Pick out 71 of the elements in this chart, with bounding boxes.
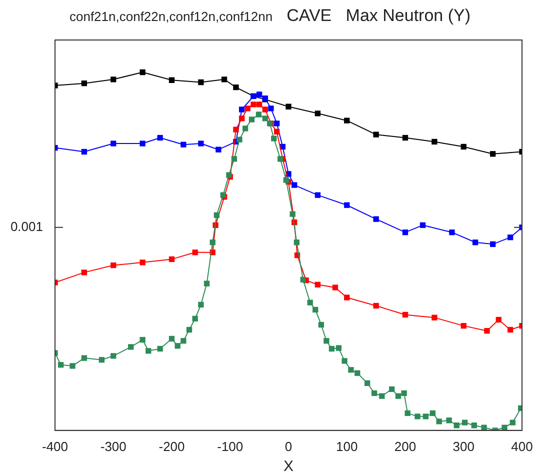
x-tick-label: -300 xyxy=(100,438,126,454)
point xyxy=(432,138,438,145)
point xyxy=(286,104,292,110)
point xyxy=(507,234,514,240)
point xyxy=(332,284,338,290)
point xyxy=(110,262,116,268)
point xyxy=(216,146,222,152)
point xyxy=(460,322,466,329)
x-tick-label: -100 xyxy=(217,438,244,454)
point xyxy=(292,182,298,188)
point xyxy=(460,144,466,150)
x-tick-label: 200 xyxy=(394,438,416,454)
point xyxy=(233,84,239,90)
point xyxy=(198,79,204,86)
point xyxy=(449,230,455,236)
point xyxy=(238,116,245,122)
point xyxy=(110,140,116,146)
point xyxy=(274,120,280,126)
point xyxy=(344,294,350,300)
point xyxy=(140,260,146,266)
point xyxy=(373,132,379,138)
point xyxy=(81,80,88,86)
point xyxy=(344,202,350,208)
point xyxy=(256,102,262,108)
point xyxy=(402,230,408,236)
point xyxy=(344,118,350,124)
point xyxy=(373,302,379,309)
chart-subtitle: conf21n,conf22n,conf12n,conf12nn xyxy=(69,9,273,24)
x-tick-label: 100 xyxy=(336,438,358,454)
point xyxy=(140,69,146,76)
point xyxy=(192,250,198,256)
x-tick-label: 300 xyxy=(452,438,474,454)
point xyxy=(198,140,204,146)
point xyxy=(314,192,321,198)
x-axis-title: X xyxy=(283,458,294,476)
point xyxy=(490,241,496,247)
point xyxy=(472,240,478,246)
point xyxy=(140,140,146,146)
point xyxy=(314,110,321,116)
point xyxy=(484,328,490,334)
point xyxy=(373,216,379,222)
point xyxy=(490,151,496,157)
point xyxy=(110,76,116,82)
point xyxy=(168,77,175,83)
x-tick-label: -400 xyxy=(42,438,68,454)
point xyxy=(507,326,514,333)
point xyxy=(432,314,438,320)
point xyxy=(256,92,262,98)
x-tick-label: 400 xyxy=(511,438,533,454)
point xyxy=(81,270,88,276)
x-tick-label: 0 xyxy=(284,438,292,454)
point xyxy=(262,106,268,112)
point xyxy=(268,106,274,112)
point xyxy=(180,142,186,148)
chart-title: CAVE Max Neutron (Y) xyxy=(286,6,471,25)
point xyxy=(496,316,502,323)
point xyxy=(274,128,280,135)
point xyxy=(81,148,88,155)
point xyxy=(233,126,239,132)
point xyxy=(244,106,250,112)
point xyxy=(420,222,426,228)
point xyxy=(402,134,408,141)
point xyxy=(238,106,245,112)
point xyxy=(402,312,408,318)
text: 0.001 xyxy=(10,218,43,234)
point xyxy=(221,76,228,82)
point xyxy=(250,102,256,108)
point xyxy=(157,134,163,141)
point xyxy=(314,282,321,288)
x-tick-label: -200 xyxy=(158,438,185,454)
point xyxy=(168,256,175,262)
